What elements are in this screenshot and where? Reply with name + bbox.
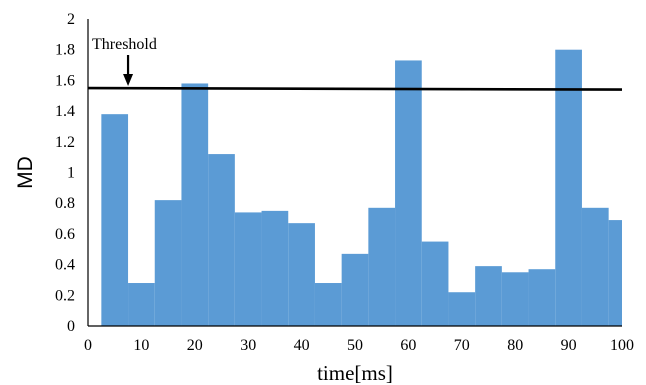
x-tick-label: 10 bbox=[133, 337, 149, 354]
x-tick-label: 60 bbox=[400, 337, 416, 354]
bar-16 bbox=[528, 269, 556, 326]
x-tick-label: 90 bbox=[561, 337, 577, 354]
x-tick-label: 50 bbox=[347, 337, 363, 354]
y-axis-title: MD bbox=[14, 156, 37, 189]
bar-6 bbox=[261, 210, 289, 326]
x-tick-label: 100 bbox=[610, 337, 634, 354]
threshold-arrow-head bbox=[123, 74, 134, 86]
y-tick-label: 1.8 bbox=[55, 42, 75, 59]
x-tick-label: 70 bbox=[454, 337, 470, 354]
y-tick-label: 1 bbox=[67, 165, 75, 182]
bar-13 bbox=[448, 292, 476, 326]
y-tick-label: 0 bbox=[67, 318, 75, 335]
x-axis-title: time[ms] bbox=[317, 361, 393, 385]
y-tick-labels: 0 0.2 0.4 0.6 0.8 1 1.2 1.4 1.6 1.8 2 bbox=[55, 11, 75, 335]
bar-0 bbox=[101, 114, 129, 326]
bar-19 bbox=[608, 220, 622, 326]
y-tick-label: 1.4 bbox=[55, 103, 75, 120]
y-tick-label: 0.2 bbox=[55, 287, 75, 304]
bar-3 bbox=[181, 83, 209, 326]
bar-12 bbox=[421, 241, 449, 326]
x-tick-label: 40 bbox=[294, 337, 310, 354]
bar-14 bbox=[475, 266, 502, 326]
bar-5 bbox=[234, 212, 262, 326]
threshold-label: Threshold bbox=[92, 36, 157, 53]
bar-17 bbox=[555, 49, 582, 326]
axes-group bbox=[87, 19, 622, 327]
x-tick-label: 0 bbox=[84, 337, 92, 354]
x-tick-label: 20 bbox=[187, 337, 203, 354]
x-tick-labels: 0 10 20 30 40 50 60 70 80 90 100 bbox=[84, 337, 634, 354]
x-tick-label: 80 bbox=[507, 337, 523, 354]
y-tick-label: 1.6 bbox=[55, 72, 75, 89]
y-tick-label: 0.8 bbox=[55, 195, 75, 212]
threshold-line bbox=[87, 86, 623, 91]
bar-18 bbox=[581, 207, 609, 326]
bar-1 bbox=[128, 283, 155, 326]
x-tick-label: 30 bbox=[240, 337, 256, 354]
bar-7 bbox=[288, 223, 315, 326]
bar-15 bbox=[501, 272, 529, 326]
bar-10 bbox=[368, 207, 396, 326]
y-tick-label: 1.2 bbox=[55, 134, 75, 151]
bar-2 bbox=[154, 200, 182, 326]
threshold-group bbox=[87, 55, 623, 91]
y-tick-label: 2 bbox=[67, 11, 75, 28]
bar-8 bbox=[314, 283, 342, 326]
y-tick-label: 0.4 bbox=[55, 257, 75, 274]
y-tick-label: 0.6 bbox=[55, 226, 75, 243]
bar-9 bbox=[341, 253, 369, 326]
bar-4 bbox=[208, 154, 235, 326]
bars-group bbox=[101, 49, 622, 326]
bar-11 bbox=[395, 60, 422, 326]
